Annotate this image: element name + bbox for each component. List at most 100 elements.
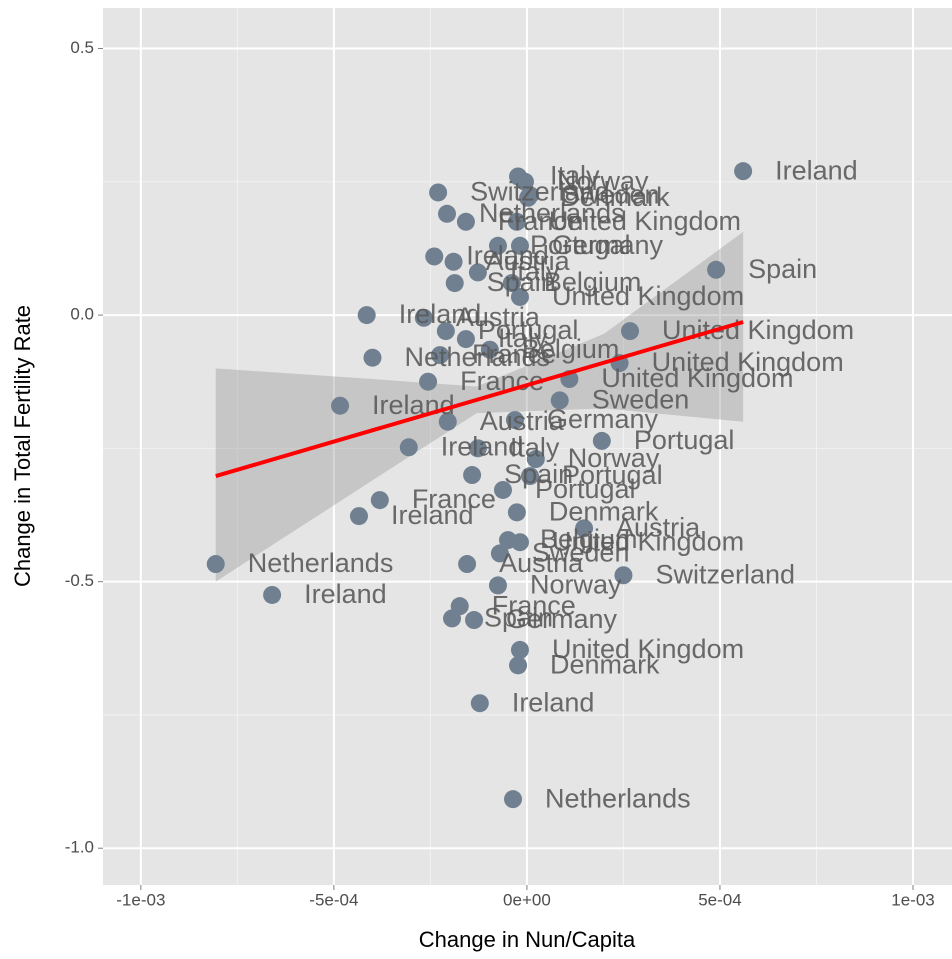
point-label: Portugal <box>535 474 636 504</box>
x-tick-label: 5e-04 <box>698 890 741 909</box>
point-label: France <box>472 339 556 369</box>
point <box>206 555 225 574</box>
point <box>363 348 382 367</box>
point <box>436 322 455 341</box>
point <box>357 306 376 325</box>
point-label: Austria <box>616 512 701 542</box>
point-label: United Kingdom <box>601 363 793 393</box>
point <box>443 609 462 628</box>
point-label: Italy <box>510 432 560 462</box>
point <box>509 656 528 675</box>
point-label: Belgium <box>522 334 620 364</box>
point-label: Spain <box>484 603 553 633</box>
point-label: Ireland <box>775 155 858 185</box>
point-label: Portugal <box>562 460 663 490</box>
point-label: Austria <box>486 246 571 276</box>
point <box>526 450 545 469</box>
point <box>370 491 389 510</box>
point-label: Switzerland <box>655 559 795 589</box>
point-label: Spain <box>748 254 817 284</box>
point-label: Portugal <box>634 425 735 455</box>
point <box>521 467 540 486</box>
point <box>456 212 475 231</box>
point <box>414 308 433 327</box>
y-tick-label: -1.0 <box>65 838 94 857</box>
point-label: Norway <box>557 166 649 196</box>
point <box>488 236 507 255</box>
point-label: United Kingdom <box>652 347 844 377</box>
point <box>431 346 450 365</box>
point <box>463 466 482 485</box>
point-label: Netherlands <box>404 342 550 372</box>
point-label: United Kingdom <box>549 206 741 236</box>
point-label: Spain <box>487 267 556 297</box>
point-label: Ireland <box>512 687 595 717</box>
point <box>614 566 633 585</box>
point-label: United Kingdom <box>662 315 854 345</box>
point <box>349 507 368 526</box>
point <box>438 204 457 223</box>
point <box>480 340 499 359</box>
point-label: Austria <box>499 548 584 578</box>
point <box>429 183 448 202</box>
point-label: Denmark <box>549 496 659 526</box>
point-label: France <box>492 590 576 620</box>
point-label: France <box>412 484 496 514</box>
y-axis-title: Change in Total Fertility Rate <box>10 305 35 587</box>
point-label: Ireland <box>399 299 482 329</box>
point-label: Ireland <box>304 579 387 609</box>
point-label: Portugal <box>478 315 579 345</box>
point-label: Italy <box>510 257 560 287</box>
point-label: Portugal <box>530 230 631 260</box>
x-axis-title: Change in Nun/Capita <box>419 927 636 952</box>
point <box>438 412 457 431</box>
point <box>510 236 529 255</box>
point <box>493 480 512 499</box>
point <box>499 531 518 550</box>
point <box>575 519 594 538</box>
y-tick-label: 0.0 <box>70 305 94 324</box>
point-label: Germany <box>506 604 618 634</box>
y-tick-label: -0.5 <box>65 571 94 590</box>
point <box>502 274 521 293</box>
point <box>707 260 726 279</box>
point-label: Netherlands <box>545 783 691 813</box>
point-label: Sweden <box>562 179 660 209</box>
point-label: United Kingdom <box>552 281 744 311</box>
point-label: Italy <box>498 323 548 353</box>
point <box>468 263 487 282</box>
point-label: United Kingdom <box>552 526 744 556</box>
point <box>458 555 477 574</box>
point <box>504 790 523 809</box>
point <box>507 212 526 231</box>
point-label: France <box>498 206 582 236</box>
point-label: Germany <box>552 230 664 260</box>
point <box>470 694 489 713</box>
point <box>505 411 524 430</box>
point <box>465 611 484 630</box>
point <box>456 330 475 349</box>
point-label: Germany <box>547 404 659 434</box>
point-label: Ireland <box>372 390 455 420</box>
point-label: Spain <box>504 459 573 489</box>
point <box>510 640 529 659</box>
x-tick-label: -1e-03 <box>116 890 165 909</box>
point <box>488 576 507 595</box>
trend-line <box>215 320 744 479</box>
point-label: Netherlands <box>479 198 625 228</box>
point-label: Norway <box>530 570 622 600</box>
point-label: Ireland <box>466 241 549 271</box>
point-label: Denmark <box>550 649 660 679</box>
point <box>550 391 569 410</box>
point <box>263 585 282 604</box>
point-label: Ireland <box>391 500 474 530</box>
point-label: Austria <box>480 406 565 436</box>
y-tick-label: 0.5 <box>70 38 94 57</box>
point-label: Belgium <box>544 267 642 297</box>
point <box>468 439 487 458</box>
point-label: Norway <box>568 443 660 473</box>
point <box>444 252 463 271</box>
x-tick-label: -5e-04 <box>309 890 358 909</box>
